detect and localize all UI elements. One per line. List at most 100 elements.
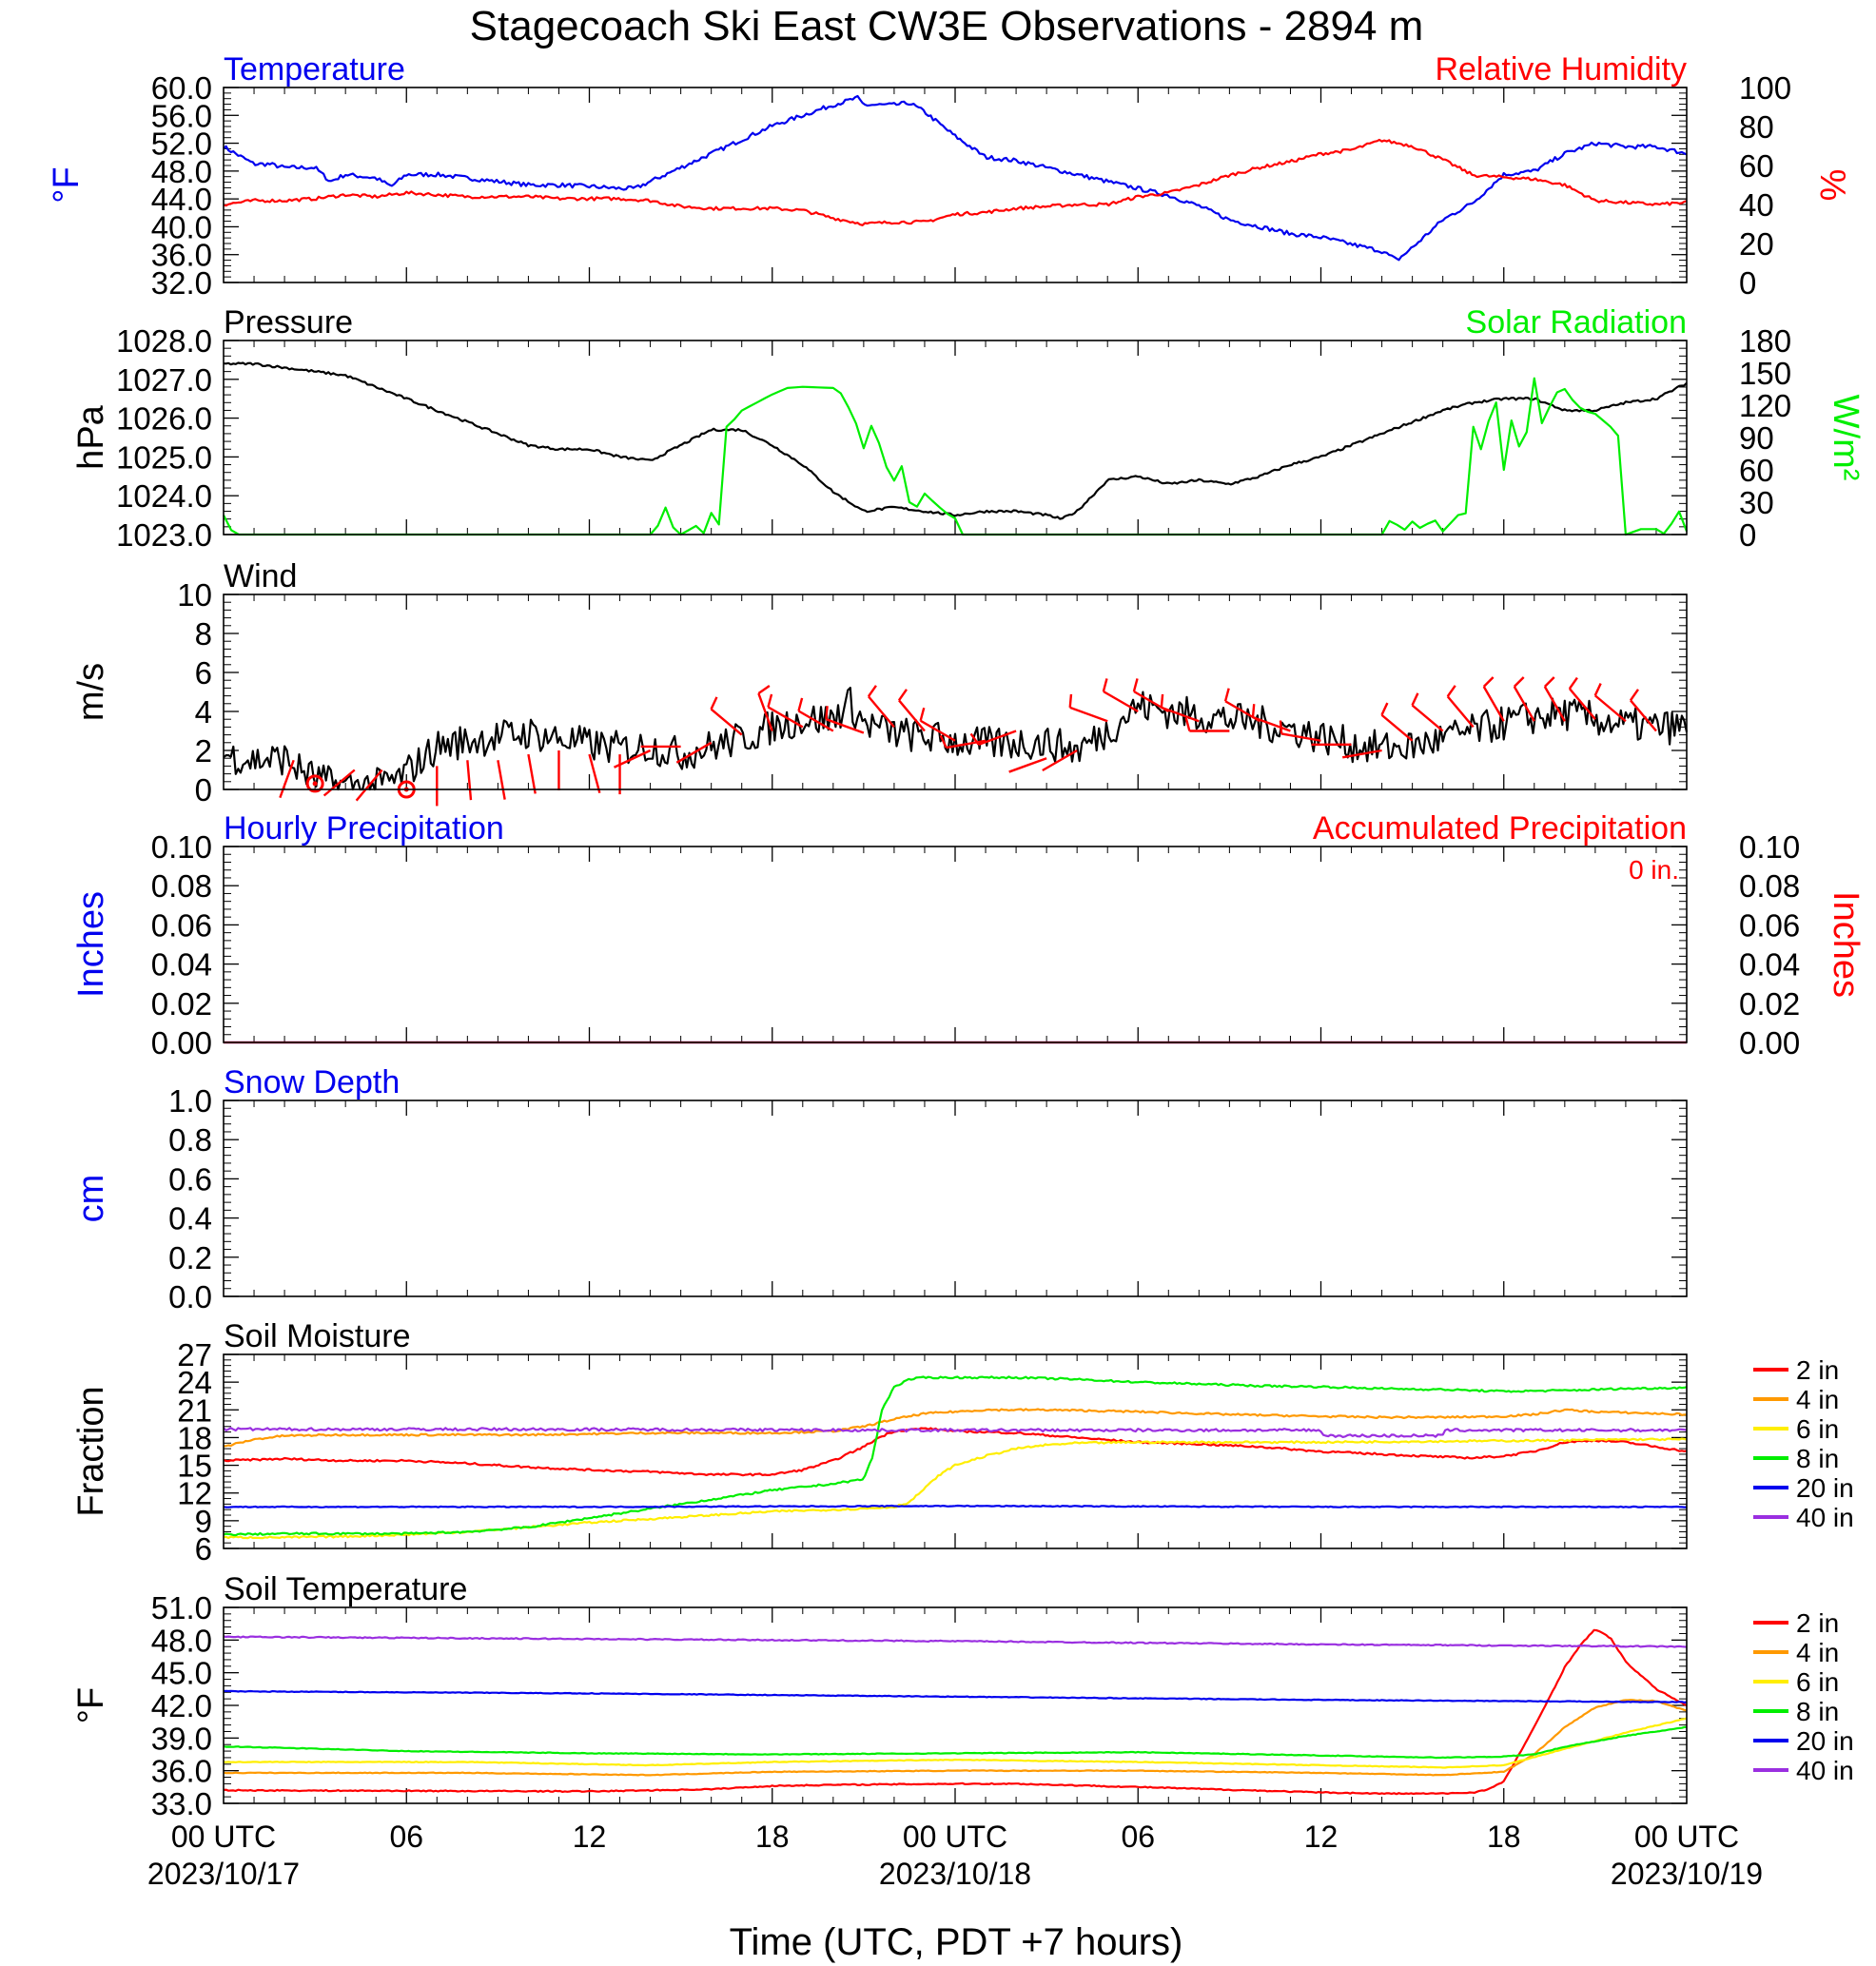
wind-barb xyxy=(588,753,601,793)
panel-title-right: Solar Radiation xyxy=(1466,304,1687,341)
panel-snow: 0.0 0.2 0.4 0.60.81.0 Snow Depth cm xyxy=(71,1064,1688,1314)
legend-label: 6 in xyxy=(1796,1667,1839,1697)
wind-barb xyxy=(710,708,743,736)
wind-barb-flag xyxy=(1251,704,1256,718)
wind-barb xyxy=(1593,694,1627,723)
wind-barb xyxy=(797,710,834,732)
series-line-blue xyxy=(223,94,1688,262)
y-right-tick-label: 30 xyxy=(1739,485,1774,520)
x-tick-label: 00 UTC xyxy=(171,1820,276,1854)
wind-barb xyxy=(757,692,773,731)
series-line-green xyxy=(223,377,1689,536)
wind-barb xyxy=(1568,688,1596,720)
y-axis-title-left: cm xyxy=(71,1175,111,1223)
y-right-tick-label: 0 xyxy=(1739,517,1756,553)
wind-barb xyxy=(1069,706,1108,723)
panel-frame xyxy=(223,1100,1688,1297)
y-tick-label: 0.0 xyxy=(168,1279,212,1314)
legend-label: 40 in xyxy=(1796,1756,1854,1785)
y-right-tick-label: 80 xyxy=(1739,109,1774,145)
wind-barb xyxy=(825,718,865,734)
wind-barb xyxy=(1446,695,1475,729)
y-tick-label: 27 xyxy=(177,1337,212,1372)
wind-barb xyxy=(675,741,713,764)
y-tick-label: 56.0 xyxy=(151,98,212,133)
wind-barb-flag xyxy=(1132,678,1139,692)
y-tick-label: 0.4 xyxy=(168,1201,212,1236)
y-tick-label: 0 xyxy=(195,772,212,808)
series-line-red xyxy=(223,138,1688,226)
y-axis-title-left: Inches xyxy=(71,891,111,998)
y-tick-label: 0.00 xyxy=(151,1025,212,1061)
y-tick-label: 24 xyxy=(177,1365,212,1400)
wind-barb xyxy=(1411,704,1444,732)
panel-frame xyxy=(223,846,1688,1043)
panel-title-left: Soil Temperature xyxy=(224,1571,467,1607)
y-tick-label: 4 xyxy=(195,694,212,730)
panel-title-left: Wind xyxy=(224,558,297,594)
y-right-tick-label: 120 xyxy=(1739,388,1791,423)
y-tick-label: 60.0 xyxy=(151,70,212,106)
y-tick-label: 6 xyxy=(195,655,212,691)
legend-label: 2 in xyxy=(1796,1608,1839,1638)
wind-barb-flag xyxy=(797,697,804,711)
wind-barb xyxy=(1252,716,1291,732)
y-right-tick-label: 90 xyxy=(1739,420,1774,456)
wind-barb-flag xyxy=(710,696,718,710)
y-tick-label: 0.10 xyxy=(151,829,212,865)
y-axis-title-left: °F xyxy=(47,166,87,203)
series-line-8in xyxy=(223,1375,1688,1537)
y-right-tick-label: 180 xyxy=(1739,323,1791,359)
wind-barb-flag xyxy=(867,685,877,697)
y-tick-label: 15 xyxy=(177,1449,212,1484)
y-right-tick-label: 20 xyxy=(1739,226,1774,262)
y-tick-label: 1025.0 xyxy=(116,439,212,475)
wind-barb-flag xyxy=(969,732,980,746)
y-tick-label: 39.0 xyxy=(151,1721,212,1756)
legend-label: 2 in xyxy=(1796,1355,1839,1385)
series-line-black xyxy=(223,361,1688,520)
wind-barb-flag xyxy=(1160,693,1164,708)
wind-barb-calm-dot xyxy=(312,781,318,787)
y-tick-label: 18 xyxy=(177,1420,212,1455)
wind-barb xyxy=(1161,706,1200,723)
series-line-6in xyxy=(223,1717,1688,1769)
panel-frame xyxy=(223,87,1688,283)
y-tick-label: 0.02 xyxy=(151,986,212,1022)
y-right-tick-label: 150 xyxy=(1739,356,1791,391)
panel-title-left: Temperature xyxy=(224,51,405,88)
legend-label: 8 in xyxy=(1796,1444,1839,1473)
y-tick-label: 6 xyxy=(195,1531,212,1567)
wind-barb-flag xyxy=(757,685,771,695)
series-line-40in xyxy=(223,1635,1688,1648)
x-date-label: 2023/10/17 xyxy=(147,1857,300,1891)
wind-barb-flag xyxy=(939,734,948,749)
wind-barb xyxy=(1042,749,1078,772)
y-tick-label: 36.0 xyxy=(151,238,212,273)
y-tick-label: 12 xyxy=(177,1476,212,1511)
wind-barb-flag xyxy=(1482,676,1495,688)
y-tick-label: 1028.0 xyxy=(116,323,212,359)
panels: 32.036.040.044.048.052.056.060.002040608… xyxy=(47,51,1866,1821)
x-tick-label: 18 xyxy=(1487,1820,1521,1854)
wind-barb-flag xyxy=(1184,717,1191,731)
wind-barb xyxy=(322,769,356,797)
panel-temp: 32.036.040.044.048.052.056.060.0 02040608… xyxy=(47,51,1852,301)
series-line-4in xyxy=(223,1699,1688,1777)
wind-barb-flag xyxy=(919,707,926,722)
y-tick-label: 0.6 xyxy=(168,1161,212,1197)
series-line-2in xyxy=(223,1628,1688,1796)
wind-barb xyxy=(614,749,652,769)
y-tick-label: 1024.0 xyxy=(116,478,212,514)
y-right-tick-label: 100 xyxy=(1739,70,1791,106)
y-right-tick-label: 0.02 xyxy=(1739,986,1800,1022)
wind-barb-flag xyxy=(1380,702,1389,716)
wind-barb xyxy=(279,759,295,799)
panel-title-right: Relative Humidity xyxy=(1435,51,1687,88)
y-tick-label: 42.0 xyxy=(151,1688,212,1723)
wind-barb xyxy=(946,739,987,749)
legend-label: 20 in xyxy=(1796,1726,1854,1756)
y-axis-title-left: hPa xyxy=(71,404,111,469)
